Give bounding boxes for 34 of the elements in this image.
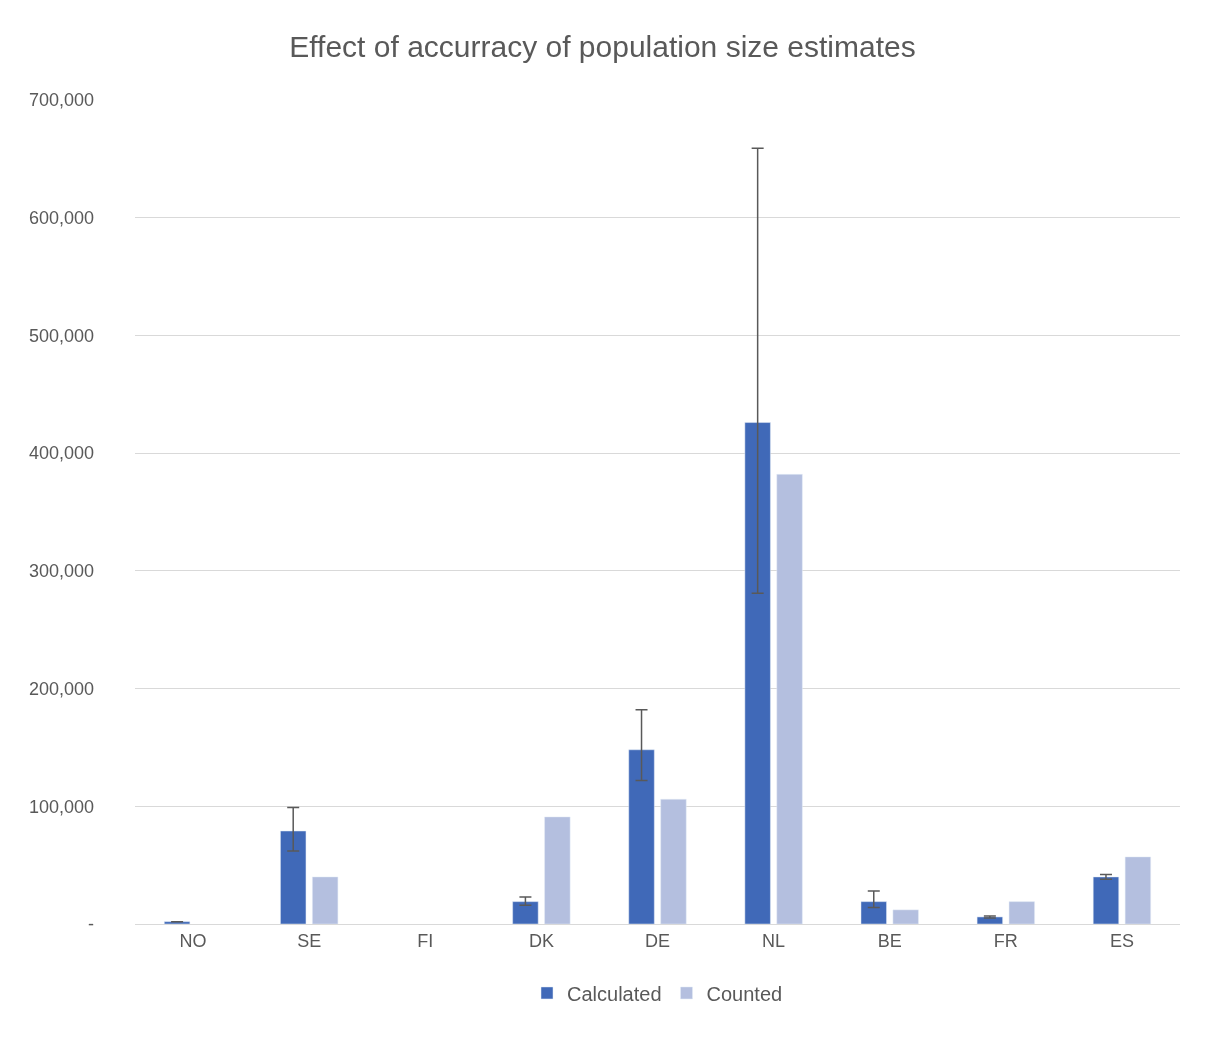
bar bbox=[860, 901, 887, 924]
bar bbox=[744, 422, 771, 924]
bar bbox=[164, 921, 191, 924]
bar bbox=[628, 749, 655, 924]
bar bbox=[1008, 901, 1035, 924]
x-tick-label: NL bbox=[762, 930, 786, 951]
y-tick-label: 500,000 bbox=[28, 325, 94, 346]
x-tick-label: DK bbox=[528, 930, 554, 951]
x-tick-label: SE bbox=[297, 930, 322, 951]
bar bbox=[280, 830, 307, 924]
x-tick-label: NO bbox=[179, 930, 207, 951]
y-tick-label: 700,000 bbox=[28, 90, 94, 111]
y-tick-label: 300,000 bbox=[28, 561, 94, 582]
x-tick-label: BE bbox=[877, 930, 902, 951]
bar bbox=[1092, 876, 1119, 924]
y-tick-label: 400,000 bbox=[28, 443, 94, 464]
legend-label: Counted bbox=[706, 982, 783, 1005]
y-tick-label: 600,000 bbox=[28, 208, 94, 229]
chart-title: Effect of accurracy of population size estimates bbox=[289, 30, 916, 64]
bar bbox=[660, 798, 687, 924]
legend-label: Calculated bbox=[567, 982, 662, 1005]
x-tick-label: FR bbox=[993, 930, 1018, 951]
bar bbox=[312, 876, 339, 924]
bar bbox=[776, 474, 803, 924]
x-tick-label: FI bbox=[417, 930, 434, 951]
bar bbox=[892, 909, 919, 924]
x-tick-label: DE bbox=[644, 930, 671, 951]
bar bbox=[1124, 856, 1151, 924]
x-tick-label: ES bbox=[1109, 930, 1134, 951]
bar bbox=[512, 901, 539, 924]
y-tick-label: 200,000 bbox=[28, 678, 94, 699]
bar bbox=[544, 816, 571, 924]
y-tick-label: - bbox=[88, 914, 94, 935]
y-tick-label: 100,000 bbox=[28, 796, 94, 817]
